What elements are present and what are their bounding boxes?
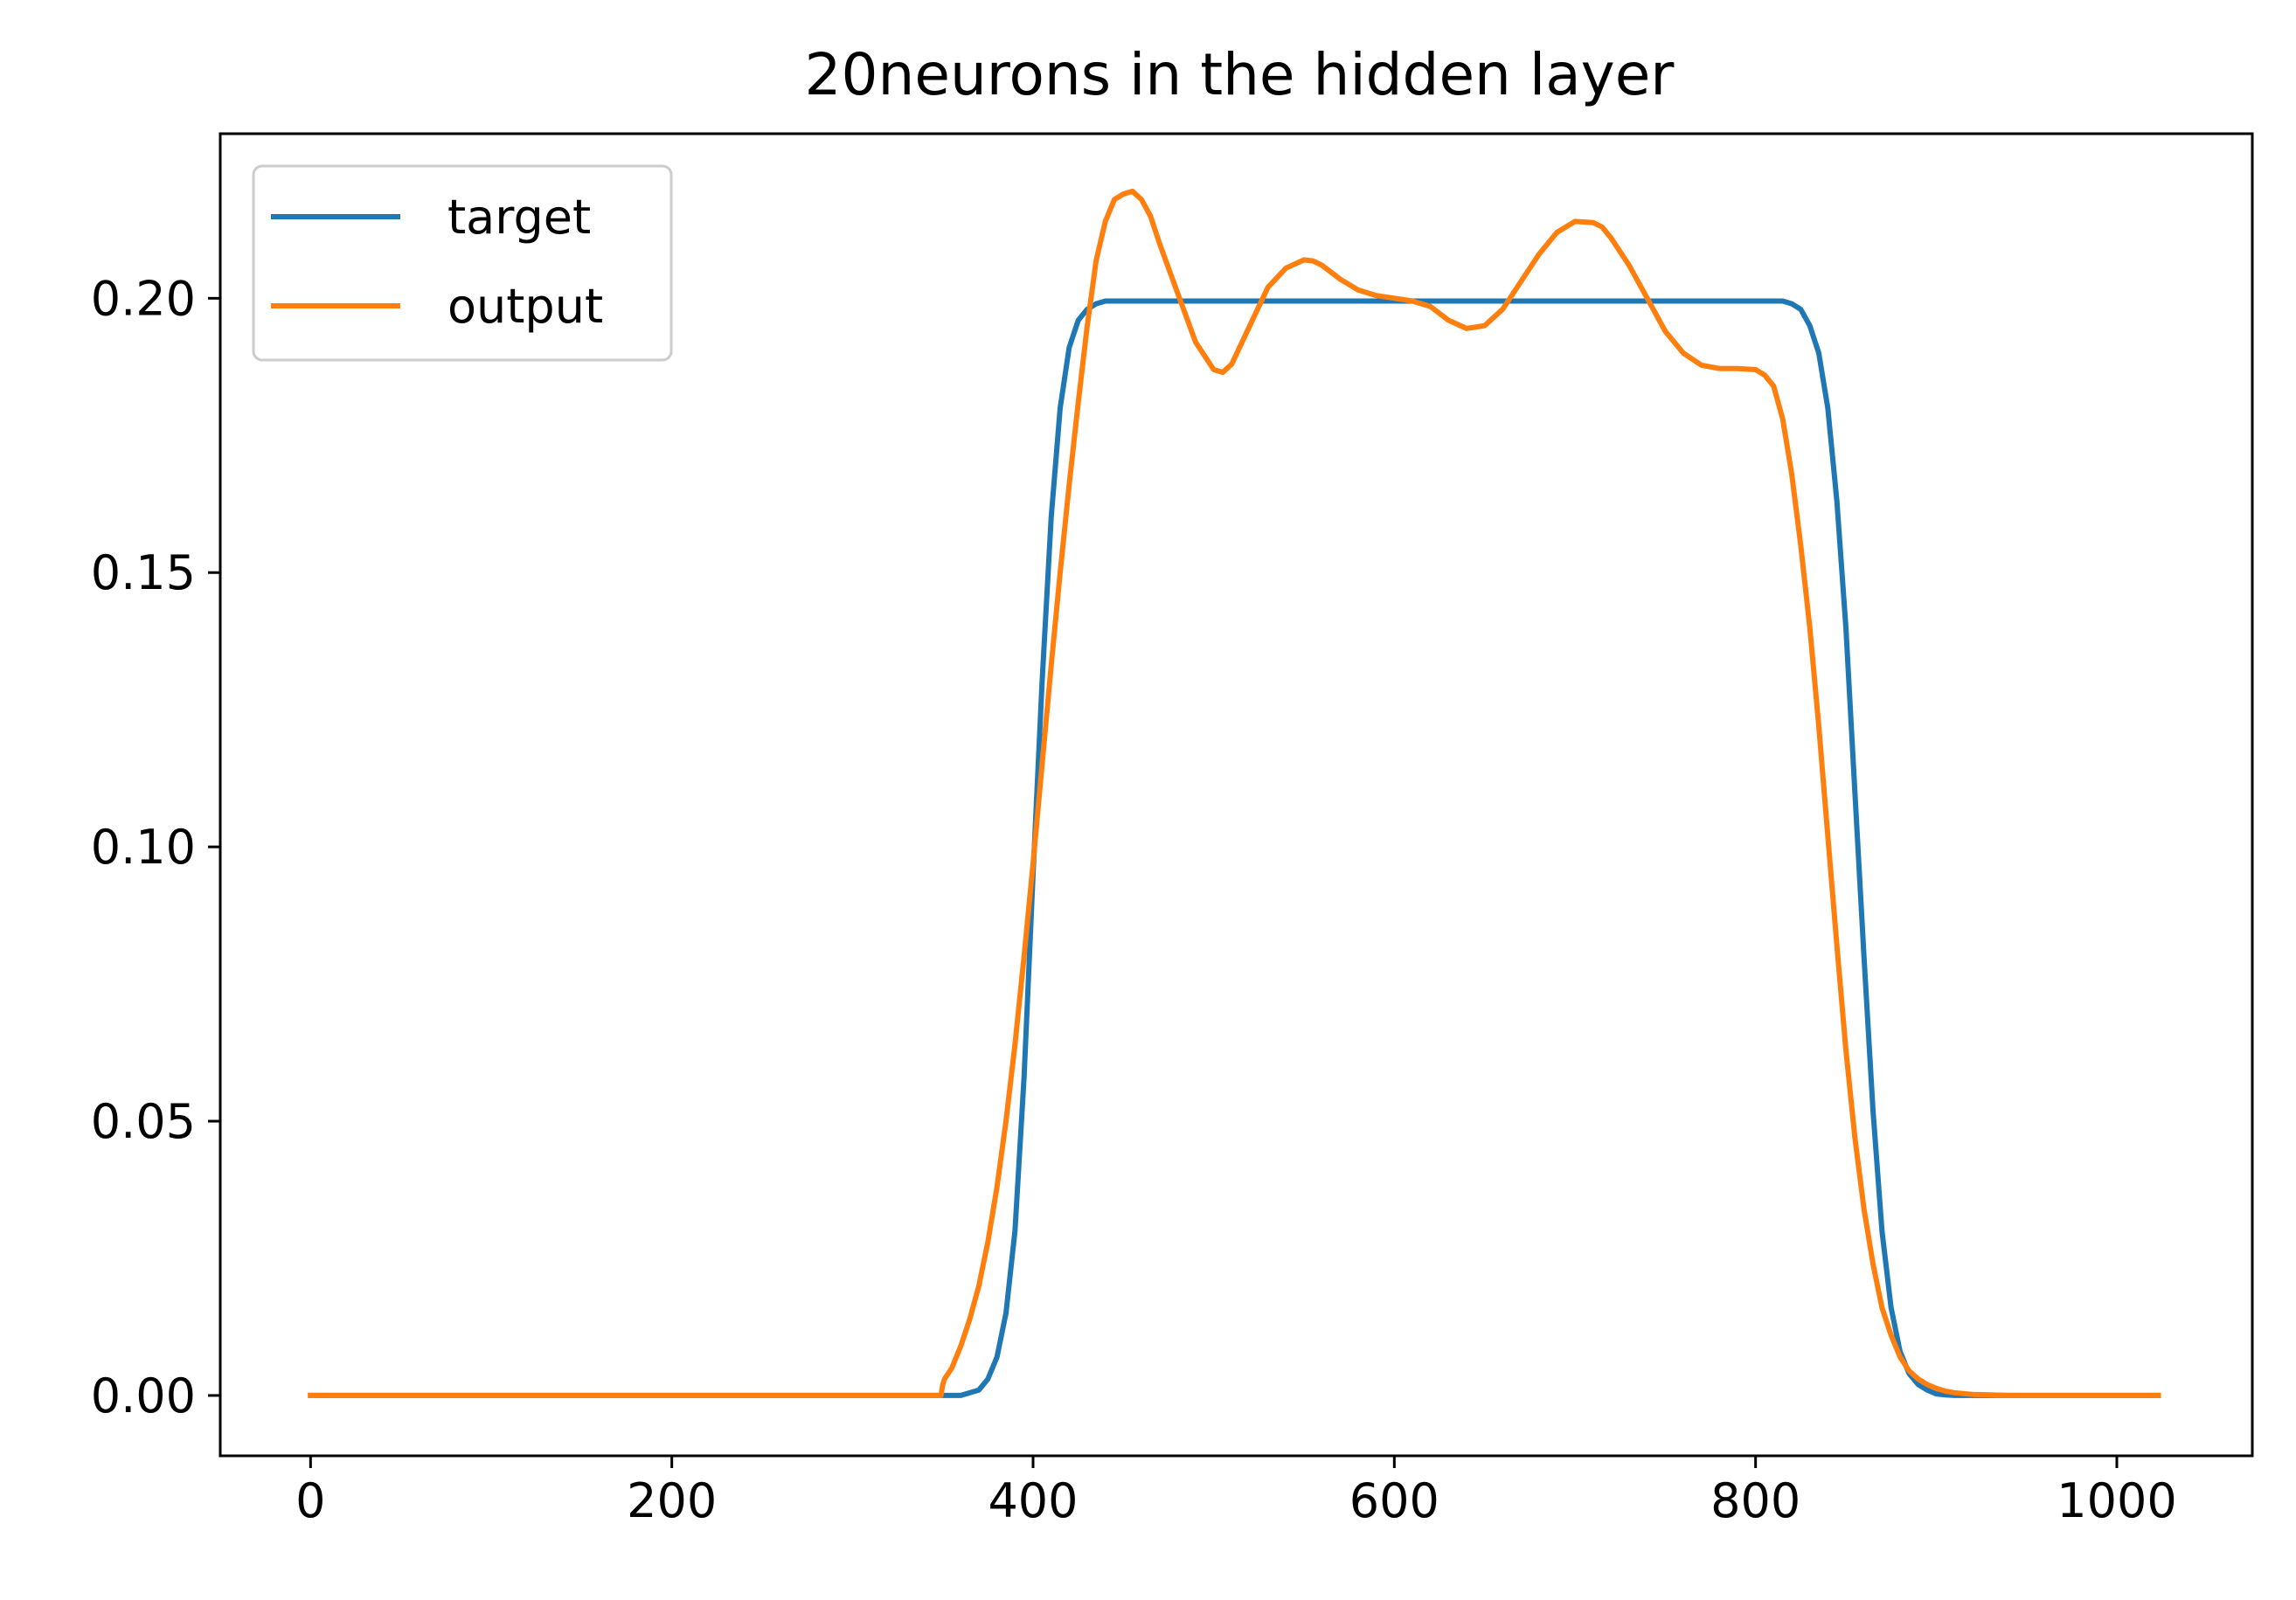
series-line-output [308, 188, 2161, 1398]
x-tick-label: 1000 [2057, 1473, 2176, 1528]
legend-label-target: target [447, 190, 591, 245]
y-tick-label: 0.20 [91, 271, 196, 326]
x-tick-label: 600 [1349, 1473, 1439, 1528]
plot-lines [308, 188, 2161, 1398]
x-tick-label: 800 [1710, 1473, 1800, 1528]
y-tick-label: 0.00 [91, 1368, 196, 1423]
x-tick-label: 400 [988, 1473, 1078, 1528]
x-tick-label: 200 [627, 1473, 717, 1528]
legend-label-output: output [447, 279, 603, 334]
x-tick-label: 0 [295, 1473, 325, 1528]
chart-title: 20neurons in the hidden layer [805, 41, 1675, 108]
y-tick-label: 0.05 [91, 1094, 196, 1149]
y-tick-label: 0.15 [91, 545, 196, 600]
axis-ticks: 0 200 400 600 800 1000 0.00 0.05 0.10 0.15 0.20 [91, 271, 2177, 1528]
y-tick-label: 0.10 [91, 820, 196, 875]
legend: target output [252, 164, 673, 362]
plot-frame [219, 132, 2254, 1458]
